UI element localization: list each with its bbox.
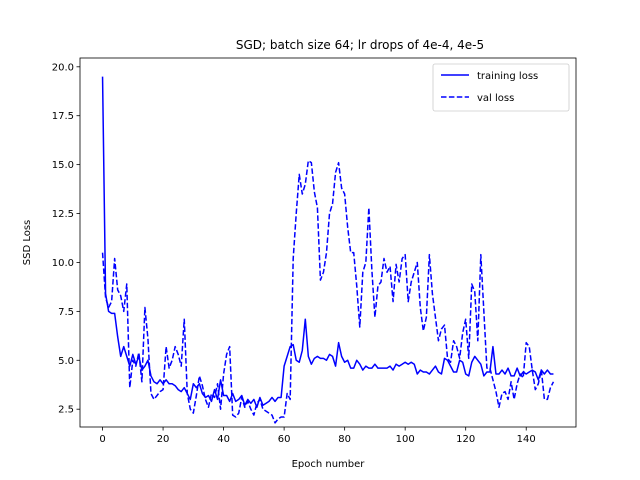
y-tick-label: 2.5 [58,405,74,416]
x-axis: 0 20 40 60 80 100 120 140 [99,427,536,445]
y-tick-label: 7.5 [58,307,74,318]
legend-label-val-loss: val loss [477,93,514,104]
series-line-val-loss [101,159,555,424]
x-tick-label: 60 [278,434,291,445]
x-tick-label: 40 [217,434,230,445]
series-line-training-loss [101,76,554,408]
x-tick-label: 120 [456,434,475,445]
x-tick-label: 80 [338,434,351,445]
y-tick-label: 20.0 [52,62,74,73]
y-tick-label: 10.0 [52,258,74,269]
legend: training loss val loss [432,63,570,112]
chart-title: SGD; batch size 64; lr drops of 4e-4, 4e… [236,38,484,52]
y-tick-label: 12.5 [52,209,74,220]
y-tick-label: 17.5 [52,111,74,122]
y-axis: 2.5 5.0 7.5 10.0 12.5 15.0 17.5 20.0 [52,62,80,416]
plot-frame [79,57,577,428]
series-layer [101,76,555,424]
x-tick-label: 140 [517,434,536,445]
y-axis-label: SSD Loss [22,220,33,266]
x-tick-label: 100 [396,434,415,445]
legend-label-training-loss: training loss [477,71,538,82]
x-axis-label: Epoch number [292,459,366,470]
x-tick-label: 0 [99,434,105,445]
y-tick-label: 15.0 [52,160,74,171]
x-tick-label: 20 [157,434,170,445]
y-tick-label: 5.0 [58,356,74,367]
